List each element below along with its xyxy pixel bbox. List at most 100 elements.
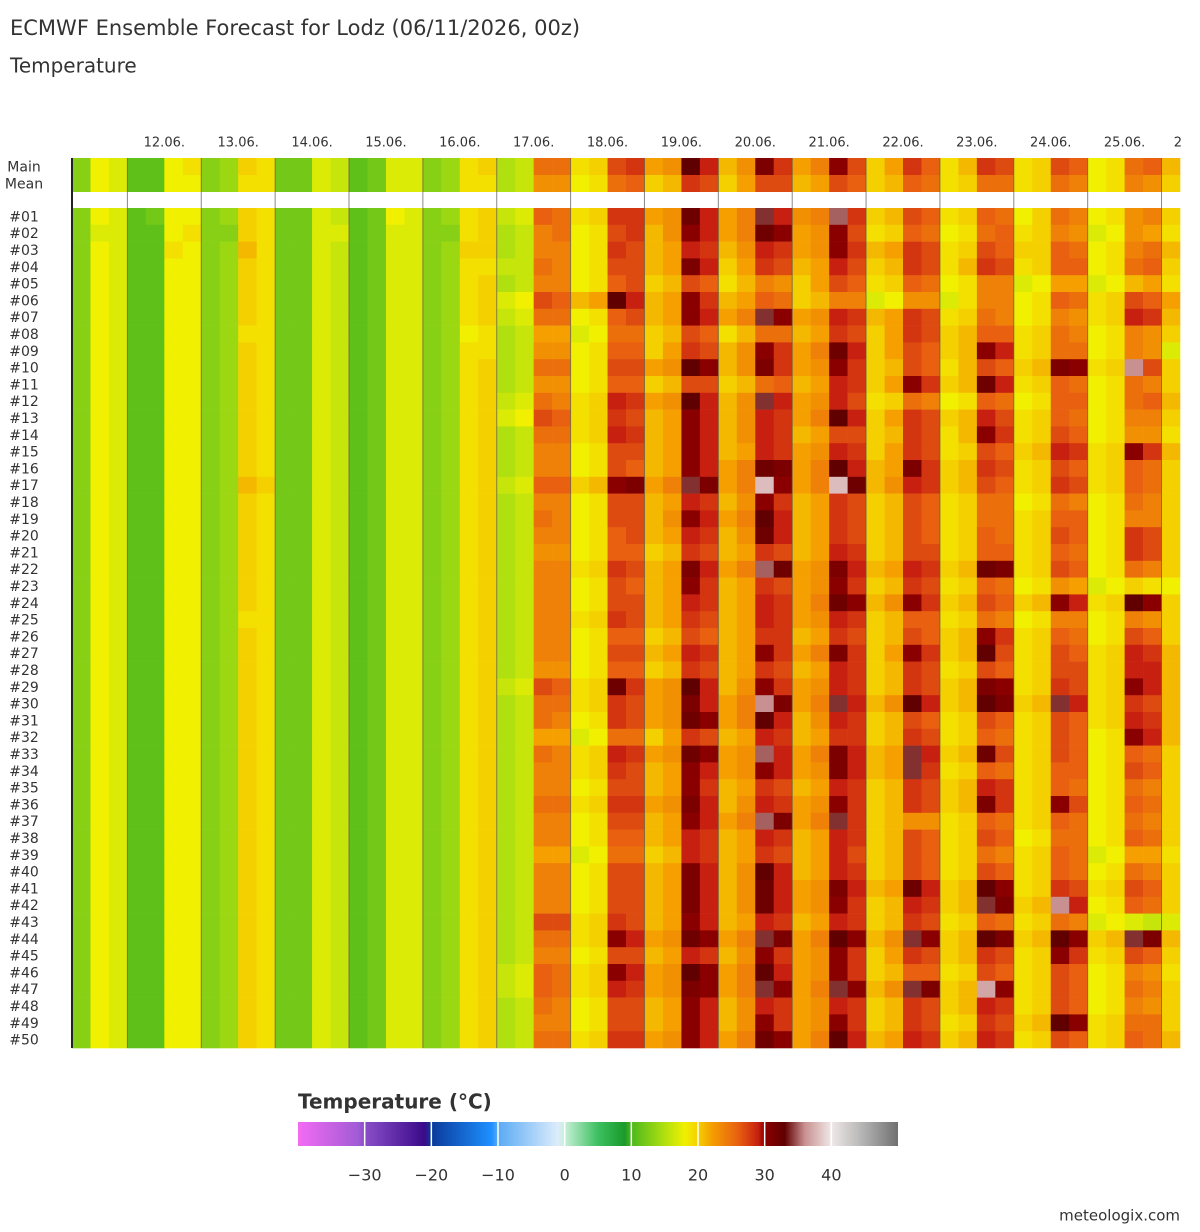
cell <box>939 644 959 662</box>
cell <box>349 208 368 226</box>
cell <box>884 896 904 914</box>
cell <box>330 241 350 259</box>
cell <box>72 308 91 326</box>
cell <box>607 308 627 326</box>
cell <box>108 476 128 494</box>
cell <box>589 510 608 528</box>
cell <box>367 510 387 528</box>
cell <box>533 695 553 713</box>
cell <box>256 158 276 176</box>
row-label: #32 <box>9 730 39 746</box>
cell <box>958 913 978 931</box>
cell <box>939 376 959 394</box>
cell <box>829 544 848 562</box>
cell <box>201 510 221 528</box>
cell <box>385 812 405 830</box>
cell <box>515 376 534 394</box>
cell <box>404 224 424 242</box>
cell <box>995 812 1015 830</box>
cell <box>201 1031 221 1049</box>
cell <box>1087 594 1107 612</box>
cell <box>1124 695 1144 713</box>
cell <box>773 745 793 763</box>
cell <box>995 762 1015 780</box>
cell <box>773 678 793 696</box>
cell <box>164 460 184 478</box>
cell <box>1124 158 1144 176</box>
cell <box>127 175 147 193</box>
cell <box>108 796 128 814</box>
cell <box>847 1014 867 1032</box>
cell <box>164 241 184 259</box>
cell <box>626 577 645 595</box>
cell <box>349 175 368 193</box>
cell <box>976 913 996 931</box>
cell <box>293 409 313 427</box>
cell <box>441 527 461 545</box>
cell <box>367 913 387 931</box>
cell <box>921 997 941 1015</box>
cell <box>662 964 682 982</box>
cell <box>903 292 922 310</box>
cell <box>644 1031 664 1049</box>
cell <box>1087 628 1107 646</box>
cell <box>662 796 682 814</box>
cell <box>792 611 811 629</box>
cell <box>644 426 664 444</box>
cell <box>385 460 405 478</box>
cell <box>976 158 996 176</box>
cell <box>903 695 922 713</box>
cell <box>921 577 941 595</box>
cell <box>275 426 294 444</box>
cell <box>533 460 553 478</box>
cell <box>792 275 811 293</box>
cell <box>459 611 479 629</box>
cell <box>441 241 461 259</box>
cell <box>201 359 221 377</box>
cell <box>1143 158 1162 176</box>
cell <box>90 829 110 847</box>
cell <box>127 846 147 864</box>
cell <box>293 947 313 965</box>
cell <box>349 560 368 578</box>
cell <box>1087 896 1107 914</box>
cell <box>72 762 91 780</box>
cell <box>145 796 165 814</box>
cell <box>201 913 221 931</box>
cell <box>736 359 756 377</box>
cell <box>958 292 978 310</box>
cell <box>201 158 221 176</box>
cell <box>1124 947 1144 965</box>
cell <box>958 728 978 746</box>
cell <box>367 594 387 612</box>
cell <box>810 510 830 528</box>
cell <box>72 712 91 730</box>
cell <box>496 544 516 562</box>
cell <box>718 728 738 746</box>
cell <box>275 359 294 377</box>
cell <box>164 812 184 830</box>
cell <box>238 829 257 847</box>
cell <box>1069 644 1088 662</box>
cell <box>976 275 996 293</box>
cell <box>1050 577 1070 595</box>
cell <box>293 392 313 410</box>
cell <box>884 443 904 461</box>
cell <box>496 947 516 965</box>
cell <box>385 728 405 746</box>
cell <box>127 544 147 562</box>
cell <box>349 846 368 864</box>
cell <box>385 628 405 646</box>
cell <box>958 1031 978 1049</box>
cell <box>570 779 590 797</box>
cell <box>995 846 1015 864</box>
cell <box>644 779 664 797</box>
cell <box>866 241 885 259</box>
cell <box>349 997 368 1015</box>
cell <box>903 745 922 763</box>
cell <box>459 224 479 242</box>
cell <box>478 241 498 259</box>
cell <box>1087 661 1107 679</box>
cell <box>792 695 811 713</box>
cell <box>736 628 756 646</box>
